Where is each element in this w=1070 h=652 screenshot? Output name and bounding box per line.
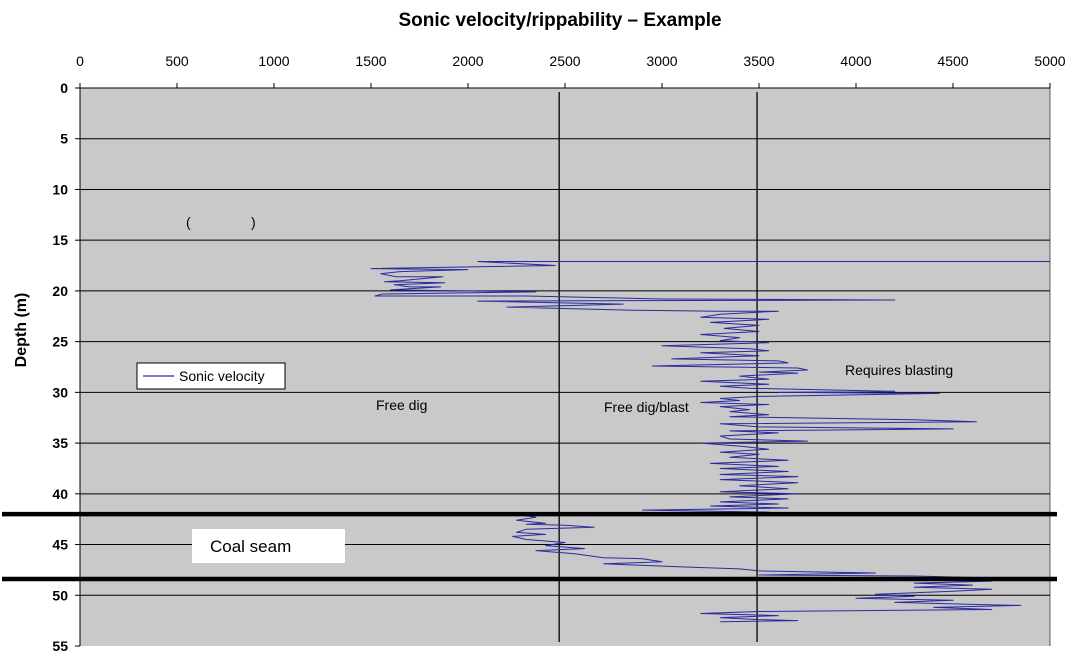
y-tick-label-55: 55 — [52, 638, 68, 652]
paren-open: ( — [186, 214, 191, 230]
x-tick-label-4500: 4500 — [937, 53, 968, 69]
y-axis-label: Depth (m) — [13, 293, 30, 368]
chart-title: Sonic velocity/rippability – Example — [398, 10, 721, 31]
y-tick-label-10: 10 — [52, 181, 68, 197]
x-tick-label-2500: 2500 — [549, 53, 580, 69]
coal-seam-label: Coal seam — [210, 537, 291, 556]
y-tick-label-25: 25 — [52, 334, 68, 350]
legend: Sonic velocity — [136, 362, 286, 390]
x-tick-label-2000: 2000 — [452, 53, 483, 69]
coal-seam-box: Coal seam — [192, 529, 345, 563]
x-tick-label-4000: 4000 — [840, 53, 871, 69]
y-tick-label-40: 40 — [52, 486, 68, 502]
x-tick-label-3000: 3000 — [646, 53, 677, 69]
series-sonic-velocity — [370, 261, 1050, 623]
zone-label-free-dig: Free dig — [376, 397, 427, 413]
x-tick-label-0: 0 — [76, 53, 84, 69]
zone-label-free-dig-blast: Free dig/blast — [604, 399, 689, 415]
y-tick-label-5: 5 — [60, 131, 68, 147]
y-tick-label-50: 50 — [52, 587, 68, 603]
y-tick-label-0: 0 — [60, 80, 68, 96]
x-tick-label-500: 500 — [165, 53, 189, 69]
coal-seam-boundaries — [2, 511, 1057, 582]
y-tick-label-15: 15 — [52, 232, 68, 248]
legend-label: Sonic velocity — [179, 368, 265, 384]
x-tick-label-5000: 5000 — [1034, 53, 1065, 69]
zone-label-requires-blasting: Requires blasting — [845, 362, 953, 378]
y-tick-label-35: 35 — [52, 435, 68, 451]
series-line-0 — [370, 261, 1050, 623]
x-axis: 0 500 1000 1500 2000 2500 3000 3500 4000 4500 5000 — [76, 53, 1066, 89]
x-tick-label-1500: 1500 — [355, 53, 386, 69]
y-axis: 0 5 10 15 20 25 30 35 40 45 50 55 — [52, 80, 1051, 652]
y-tick-label-30: 30 — [52, 384, 68, 400]
x-tick-label-3500: 3500 — [743, 53, 774, 69]
y-tick-label-45: 45 — [52, 537, 68, 553]
x-tick-label-1000: 1000 — [258, 53, 289, 69]
paren-close: ) — [251, 214, 256, 230]
y-tick-label-20: 20 — [52, 283, 68, 299]
